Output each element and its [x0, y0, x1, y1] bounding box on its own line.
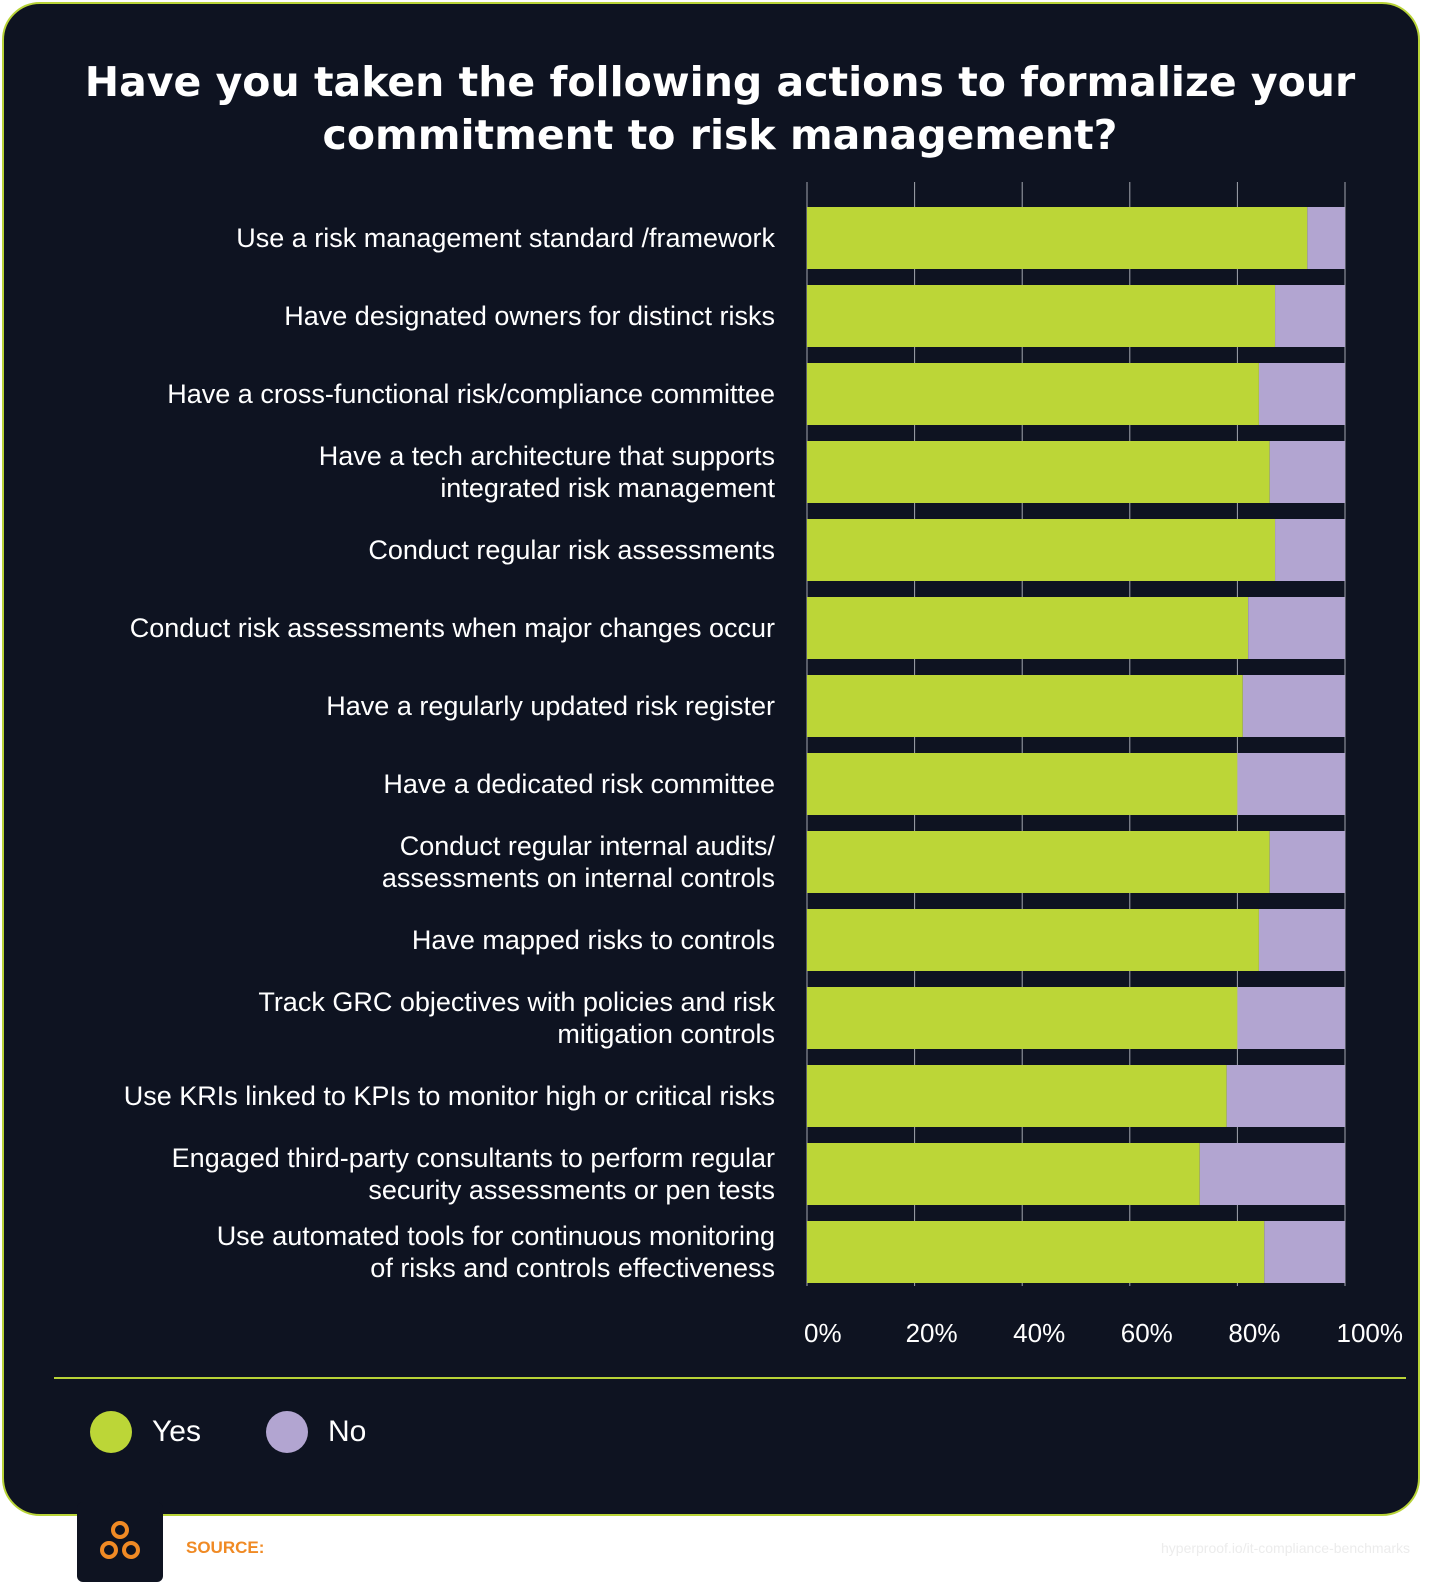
bar-no-4 [1275, 519, 1345, 581]
legend-swatch-yes [90, 1411, 132, 1453]
logo-rings-icon [100, 1521, 140, 1559]
x-tick-label-2: 40% [1013, 1318, 1065, 1348]
x-tick-label-4: 80% [1228, 1318, 1280, 1348]
bar-no-13 [1264, 1221, 1345, 1283]
category-label-3: Have a tech architecture that supports in… [319, 441, 776, 503]
stacked-bar-chart: Use a risk management standard /framewor… [124, 182, 1404, 1348]
category-label-2: Have a cross-functional risk/compliance … [167, 379, 775, 409]
category-label-0: Use a risk management standard /framewor… [236, 223, 775, 253]
bar-no-7 [1237, 753, 1345, 815]
chart-title: Have you taken the following actions to … [84, 58, 1356, 159]
bar-yes-1 [807, 285, 1276, 347]
category-label-11: Use KRIs linked to KPIs to monitor high … [124, 1081, 775, 1111]
category-label-7: Have a dedicated risk committee [383, 769, 775, 799]
bar-yes-13 [807, 1221, 1265, 1283]
legend-divider [54, 1377, 1406, 1379]
bar-yes-11 [807, 1065, 1227, 1127]
bar-no-10 [1237, 987, 1345, 1049]
bar-no-6 [1242, 675, 1345, 737]
source-line: SOURCE: The 2025 IT Risk and Compliance B… [186, 1538, 698, 1558]
bar-yes-10 [807, 987, 1238, 1049]
bar-yes-8 [807, 831, 1270, 893]
category-label-8: Conduct regular internal audits/assessme… [382, 831, 776, 893]
bar-no-9 [1258, 909, 1345, 971]
bar-no-2 [1258, 363, 1345, 425]
bar-yes-5 [807, 597, 1249, 659]
legend-item-yes: Yes [90, 1410, 201, 1454]
bar-yes-3 [807, 441, 1270, 503]
bar-yes-9 [807, 909, 1259, 971]
bar-yes-6 [807, 675, 1243, 737]
bar-yes-7 [807, 753, 1238, 815]
category-label-4: Conduct regular risk assessments [368, 535, 775, 565]
bar-yes-12 [807, 1143, 1200, 1205]
bar-no-0 [1307, 207, 1345, 269]
hyperproof-logo [77, 1502, 163, 1582]
bar-no-5 [1248, 597, 1345, 659]
category-label-13: Use automated tools for continuous monit… [217, 1221, 775, 1283]
bar-no-8 [1269, 831, 1345, 893]
source-url[interactable]: hyperproof.io/it-compliance-benchmarks [1161, 1540, 1410, 1556]
category-label-5: Conduct risk assessments when major chan… [130, 613, 775, 643]
legend-label-yes: Yes [152, 1415, 201, 1448]
legend-label-no: No [328, 1415, 367, 1448]
x-tick-label-1: 20% [906, 1318, 958, 1348]
bar-no-11 [1226, 1065, 1345, 1127]
x-tick-label-5: 100% [1337, 1318, 1404, 1348]
legend-swatch-no [266, 1411, 308, 1453]
source-label: SOURCE: [186, 1538, 265, 1557]
bar-no-12 [1199, 1143, 1345, 1205]
category-label-6: Have a regularly updated risk register [326, 691, 775, 721]
x-tick-label-3: 60% [1121, 1318, 1173, 1348]
bar-yes-2 [807, 363, 1259, 425]
category-label-9: Have mapped risks to controls [412, 925, 775, 955]
category-label-12: Engaged third-party consultants to perfo… [172, 1143, 775, 1205]
bar-no-1 [1275, 285, 1345, 347]
bar-yes-0 [807, 207, 1308, 269]
source-report-link[interactable]: The 2025 IT Risk and Compliance Benchmar… [272, 1538, 699, 1557]
bar-no-3 [1269, 441, 1345, 503]
category-label-1: Have designated owners for distinct risk… [284, 301, 775, 331]
legend-item-no: No [266, 1410, 366, 1454]
bar-yes-4 [807, 519, 1276, 581]
x-tick-label-0: 0% [804, 1318, 842, 1348]
category-label-10: Track GRC objectives with policies and r… [258, 987, 775, 1049]
